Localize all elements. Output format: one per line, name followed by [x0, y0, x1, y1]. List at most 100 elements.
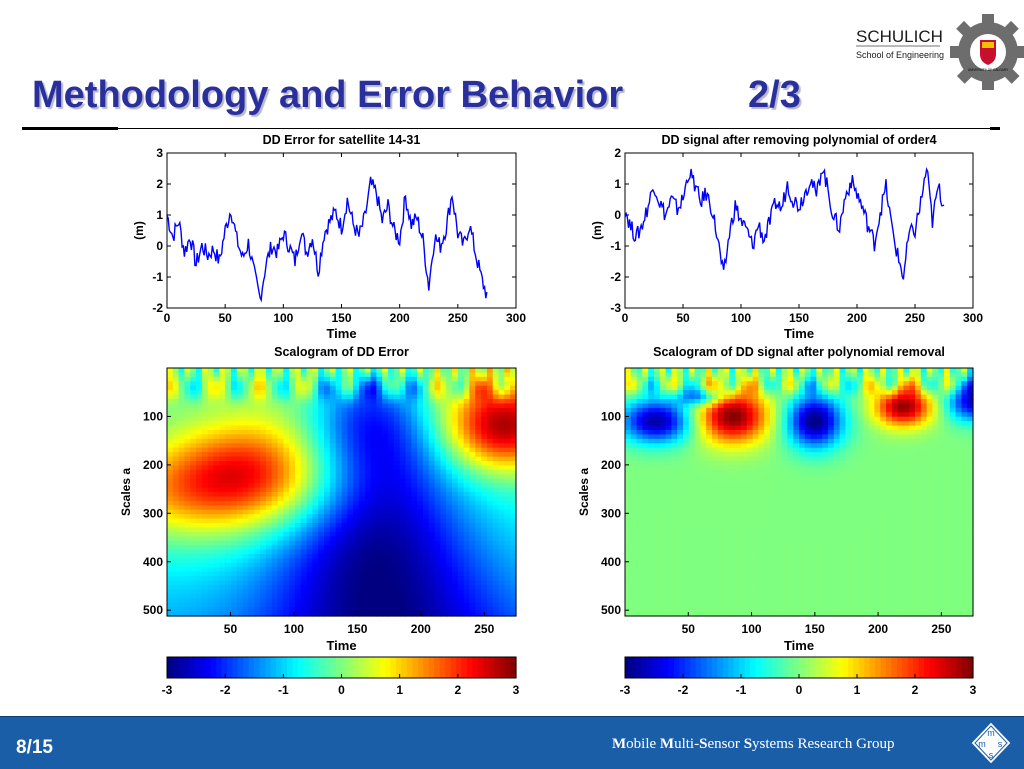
heatmap-cell	[758, 594, 764, 599]
heatmap-cell	[758, 479, 764, 484]
heatmap-cell	[248, 461, 254, 466]
heatmap-cell	[683, 488, 689, 493]
heatmap-cell	[764, 483, 770, 488]
heatmap-cell	[764, 390, 770, 395]
heatmap-cell	[289, 417, 295, 422]
heatmap-cell	[637, 381, 643, 386]
heatmap-cell	[770, 434, 776, 439]
heatmap-cell	[376, 554, 382, 559]
heatmap-cell	[237, 417, 243, 422]
heatmap-cell	[671, 452, 677, 457]
heatmap-cell	[219, 395, 225, 400]
heatmap-cell	[394, 527, 400, 532]
heatmap-cell	[312, 581, 318, 586]
heatmap-cell	[179, 439, 185, 444]
heatmap-cell	[493, 598, 499, 603]
heatmap-cell	[469, 434, 475, 439]
heatmap-cell	[248, 496, 254, 501]
heatmap-cell	[359, 572, 365, 577]
heatmap-cell	[214, 603, 220, 608]
heatmap-cell	[770, 368, 776, 373]
heatmap-cell	[237, 576, 243, 581]
heatmap-cell	[458, 417, 464, 422]
heatmap-cell	[729, 403, 735, 408]
heatmap-cell	[359, 452, 365, 457]
heatmap-cell	[179, 430, 185, 435]
heatmap-cell	[435, 510, 441, 515]
heatmap-cell	[493, 421, 499, 426]
heatmap-cell	[184, 581, 190, 586]
heatmap-cell	[654, 470, 660, 475]
heatmap-cell	[458, 474, 464, 479]
heatmap-cell	[747, 558, 753, 563]
heatmap-cell	[718, 470, 724, 475]
heatmap-cell	[487, 527, 493, 532]
heatmap-cell	[295, 488, 301, 493]
colorbar-cell	[167, 657, 173, 678]
heatmap-cell	[318, 607, 324, 612]
heatmap-cell	[458, 430, 464, 435]
heatmap-cell	[648, 443, 654, 448]
heatmap-cell	[278, 377, 284, 382]
heatmap-cell	[283, 408, 289, 413]
heatmap-cell	[654, 519, 660, 524]
heatmap-cell	[254, 603, 260, 608]
heatmap-cell	[342, 457, 348, 462]
heatmap-cell	[312, 417, 318, 422]
heatmap-cell	[382, 572, 388, 577]
heatmap-cell	[683, 434, 689, 439]
heatmap-cell	[499, 541, 505, 546]
heatmap-cell	[706, 598, 712, 603]
heatmap-cell	[208, 488, 214, 493]
heatmap-cell	[435, 461, 441, 466]
heatmap-cell	[429, 395, 435, 400]
heatmap-cell	[167, 417, 173, 422]
heatmap-cell	[695, 514, 701, 519]
heatmap-cell	[231, 505, 237, 510]
heatmap-cell	[475, 417, 481, 422]
heatmap-cell	[237, 448, 243, 453]
heatmap-cell	[400, 461, 406, 466]
heatmap-cell	[342, 523, 348, 528]
heatmap-cell	[660, 386, 666, 391]
heatmap-cell	[446, 408, 452, 413]
heatmap-cell	[237, 496, 243, 501]
heatmap-cell	[718, 607, 724, 612]
heatmap-cell	[359, 434, 365, 439]
heatmap-cell	[388, 430, 394, 435]
heatmap-cell	[458, 457, 464, 462]
heatmap-cell	[423, 470, 429, 475]
heatmap-cell	[735, 527, 741, 532]
heatmap-cell	[700, 536, 706, 541]
colorbar-cell	[483, 657, 489, 678]
heatmap-cell	[625, 514, 631, 519]
heatmap-cell	[278, 492, 284, 497]
heatmap-cell	[695, 488, 701, 493]
heatmap-cell	[487, 589, 493, 594]
heatmap-cell	[458, 501, 464, 506]
heatmap-cell	[464, 395, 470, 400]
heatmap-cell	[648, 368, 654, 373]
heatmap-cell	[336, 474, 342, 479]
heatmap-cell	[248, 403, 254, 408]
heatmap-cell	[225, 572, 231, 577]
heatmap-cell	[764, 523, 770, 528]
heatmap-cell	[729, 408, 735, 413]
heatmap-cell	[342, 558, 348, 563]
heatmap-cell	[487, 488, 493, 493]
heatmap-cell	[411, 372, 417, 377]
heatmap-cell	[231, 474, 237, 479]
heatmap-cell	[179, 598, 185, 603]
heatmap-cell	[446, 439, 452, 444]
heatmap-cell	[202, 479, 208, 484]
heatmap-cell	[173, 523, 179, 528]
heatmap-cell	[359, 550, 365, 555]
heatmap-cell	[388, 488, 394, 493]
heatmap-cell	[231, 572, 237, 577]
heatmap-cell	[481, 496, 487, 501]
heatmap-cell	[243, 381, 249, 386]
heatmap-cell	[464, 372, 470, 377]
heatmap-cell	[706, 510, 712, 515]
x-tick-label: 50	[218, 311, 232, 325]
heatmap-cell	[475, 536, 481, 541]
